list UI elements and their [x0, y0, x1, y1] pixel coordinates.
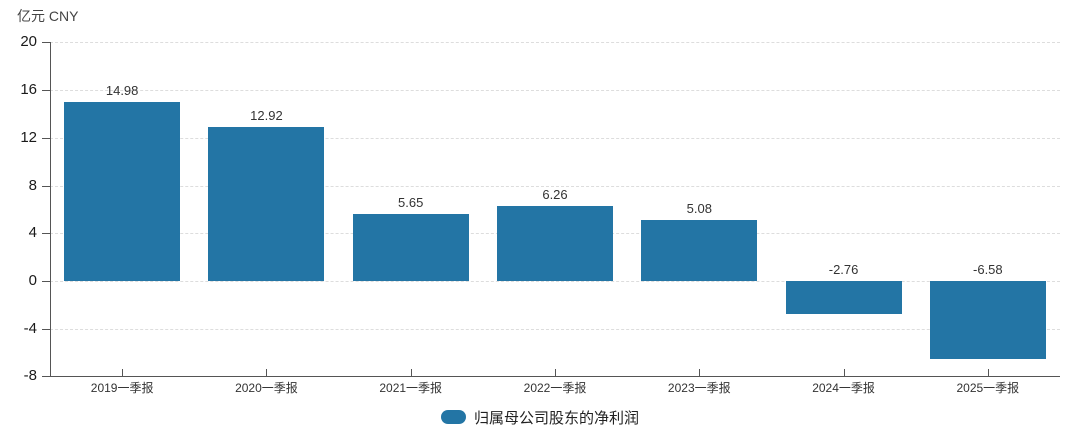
- y-axis-tick: [42, 90, 50, 92]
- bar-2020一季报[interactable]: [208, 126, 325, 281]
- gridline: [50, 328, 1060, 330]
- y-axis-tick-label: 16: [20, 81, 37, 99]
- bar-2019一季报[interactable]: [64, 102, 181, 281]
- x-axis-tick: [987, 369, 989, 377]
- legend-label: 归属母公司股东的净利润: [473, 409, 639, 427]
- bar-2023一季报[interactable]: [641, 220, 758, 281]
- bar-value-label: 5.08: [686, 201, 712, 217]
- y-axis-tick-label: 8: [28, 176, 37, 194]
- y-axis-line: [50, 42, 51, 377]
- y-axis-tick-label: -4: [23, 319, 37, 337]
- bar-value-label: 6.26: [542, 187, 568, 203]
- x-axis-tick-label: 2025一季报: [956, 381, 1020, 396]
- y-axis-unit-label: 亿元 CNY: [17, 8, 79, 24]
- legend-swatch-icon: [440, 410, 466, 424]
- bar-value-label: -2.76: [828, 262, 859, 277]
- x-axis-tick: [122, 369, 124, 377]
- y-axis-tick: [42, 328, 50, 330]
- bar-2022一季报[interactable]: [497, 206, 613, 281]
- x-axis-tick: [843, 369, 845, 377]
- y-axis-tick: [42, 137, 50, 139]
- x-axis-tick: [555, 369, 556, 377]
- gridline: [50, 42, 1060, 44]
- x-axis-tick-label: 2022一季报: [523, 381, 587, 396]
- y-axis-tick: [42, 233, 50, 235]
- bar-2025一季报[interactable]: [929, 281, 1046, 360]
- bar-2024一季报[interactable]: [785, 281, 902, 314]
- y-axis-tick-label: 12: [20, 128, 37, 146]
- y-axis-tick-label: -8: [23, 367, 37, 385]
- y-axis-tick: [42, 42, 50, 44]
- y-axis-tick-label: 0: [28, 272, 37, 289]
- x-axis-tick: [699, 369, 701, 377]
- x-axis-tick-label: 2019一季报: [90, 381, 154, 396]
- y-axis-tick: [42, 185, 50, 187]
- x-axis-tick-label: 2023一季报: [667, 381, 731, 396]
- gridline: [50, 137, 1060, 139]
- gridline: [50, 281, 1060, 282]
- bar-value-label: 12.92: [250, 107, 283, 123]
- y-axis-tick-label: 20: [20, 33, 37, 51]
- gridline: [50, 90, 1060, 92]
- y-axis-tick: [42, 281, 50, 282]
- x-axis-line: [50, 376, 1060, 378]
- bar-2021一季报[interactable]: [352, 213, 469, 281]
- bar-value-label: 5.65: [398, 194, 424, 210]
- x-axis-tick: [266, 369, 268, 377]
- x-axis-tick-label: 2021一季报: [379, 381, 443, 396]
- y-axis-tick: [42, 376, 50, 378]
- legend[interactable]: 归属母公司股东的净利润: [0, 406, 1080, 428]
- y-axis-tick-label: 4: [28, 224, 37, 242]
- gridline: [50, 185, 1060, 187]
- bar-value-label: 14.98: [105, 83, 139, 99]
- x-axis-tick: [410, 369, 412, 377]
- bar-value-label: -6.58: [973, 262, 1003, 277]
- x-axis-tick-label: 2020一季报: [235, 381, 298, 396]
- x-axis-tick-label: 2024一季报: [812, 381, 875, 396]
